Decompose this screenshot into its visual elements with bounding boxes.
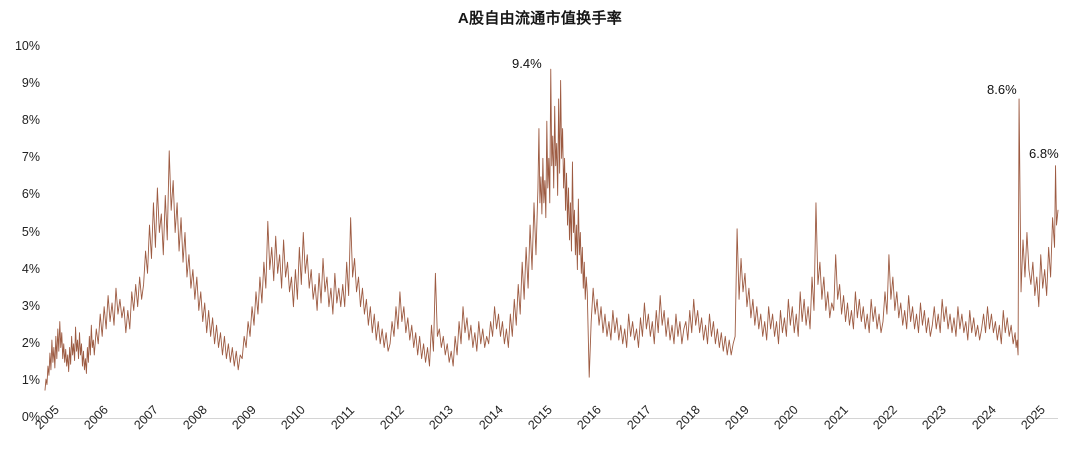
chart-title: A股自由流通市值换手率	[457, 10, 623, 27]
x-tick-label: 2018	[673, 402, 703, 433]
x-tick-label: 2008	[180, 402, 210, 433]
x-tick-label: 2006	[81, 402, 112, 433]
x-tick-label: 2024	[968, 402, 999, 433]
x-tick-label: 2013	[426, 402, 457, 433]
y-tick-label: 8%	[21, 113, 40, 128]
x-tick-label: 2015	[525, 402, 555, 433]
y-tick-label: 10%	[14, 39, 40, 53]
x-tick-label: 2012	[377, 402, 407, 433]
x-tick-label: 2009	[229, 402, 260, 433]
x-tick-label: 2010	[278, 402, 309, 433]
series-line-chart	[44, 68, 1059, 391]
x-tick-label: 2019	[722, 402, 752, 433]
y-tick-label: 6%	[21, 187, 40, 202]
plot-area	[44, 47, 1059, 418]
x-tick-label: 2025	[1018, 402, 1048, 433]
x-tick-label: 2014	[475, 402, 506, 433]
y-tick-label: 7%	[21, 150, 40, 165]
x-tick-label: 2016	[574, 402, 605, 433]
data-label-annotation: 9.4%	[512, 56, 542, 71]
data-label-annotation: 6.8%	[1029, 146, 1059, 161]
x-tick-label: 2017	[623, 402, 654, 433]
y-tick-label: 9%	[21, 76, 40, 91]
x-tick-label: 2007	[130, 402, 161, 433]
y-tick-label: 3%	[21, 298, 40, 313]
data-label-annotation: 8.6%	[987, 82, 1017, 97]
x-axis-line	[45, 418, 1058, 419]
y-tick-label: 5%	[21, 224, 40, 239]
x-tick-label: 2023	[919, 402, 950, 433]
x-tick-label: 2021	[820, 402, 851, 433]
x-tick-label: 2005	[32, 402, 62, 433]
series-path	[44, 68, 1059, 391]
x-tick-label: 2011	[328, 403, 357, 433]
x-tick-label: 2020	[771, 402, 802, 433]
y-tick-label: 4%	[21, 261, 40, 276]
y-tick-label: 0%	[21, 410, 40, 424]
x-tick-label: 2022	[870, 402, 900, 433]
y-axis: 0% 1% 2% 3% 4% 5% 6% 7% 8% 9% 10%	[0, 0, 40, 471]
y-tick-label: 1%	[21, 372, 40, 387]
y-tick-label: 2%	[21, 335, 40, 350]
